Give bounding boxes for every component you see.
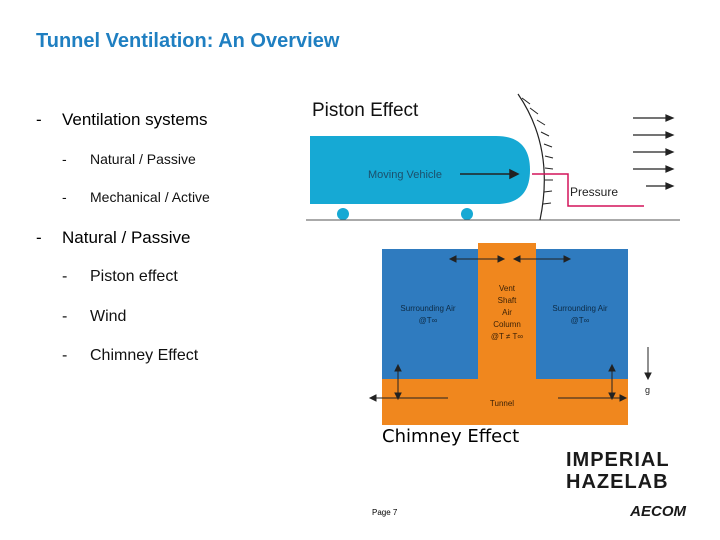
tunnel-label: Tunnel — [490, 399, 514, 408]
airflow-arrows — [633, 114, 675, 190]
shaft-label-shaft: Shaft — [498, 296, 517, 305]
pressure-front-curve — [517, 93, 545, 221]
bullet-label: Wind — [90, 308, 127, 325]
chimney-effect-caption: Chimney Effect — [382, 426, 520, 447]
logo-aecom-text: AECOM — [629, 503, 686, 520]
gravity-label: g — [645, 385, 650, 395]
right-air-temp: @T∞ — [571, 316, 590, 325]
bullet-natural-passive: - Natural / Passive — [36, 228, 191, 248]
piston-effect-caption: Piston Effect — [312, 100, 419, 121]
pressure-profile-line — [532, 173, 644, 207]
sub-bullet-mechanical: - Mechanical / Active — [62, 189, 210, 205]
shaft-label-temp: @T ≠ T∞ — [491, 332, 523, 341]
bullet-dash: - — [62, 268, 68, 285]
right-air-label: Surrounding Air — [552, 304, 607, 313]
vent-shaft — [478, 243, 536, 379]
imperial-hazelab-logo: IMPERIAL HAZELAB AECOM — [562, 444, 690, 520]
bullet-dash: - — [36, 110, 42, 129]
vehicle-wheel-front — [337, 208, 349, 220]
chimney-effect-diagram: Surrounding Air @T∞ Surrounding Air @T∞ … — [368, 243, 652, 425]
vehicle-body — [310, 136, 530, 204]
bullet-dash: - — [62, 189, 67, 205]
tunnel-section — [382, 379, 628, 425]
shaft-label-vent: Vent — [499, 284, 516, 293]
bullet-label: Natural / Passive — [90, 151, 196, 167]
pressure-label: Pressure — [570, 185, 618, 199]
sub-bullet-natural: - Natural / Passive — [62, 151, 196, 167]
left-air-label: Surrounding Air — [400, 304, 455, 313]
bullet-label: Natural / Passive — [62, 228, 191, 247]
sub-bullet-piston: - Piston effect — [62, 268, 178, 286]
dimension-arrows — [368, 255, 652, 402]
vehicle-label: Moving Vehicle — [368, 169, 442, 181]
sub-bullet-chimney: - Chimney Effect — [62, 347, 198, 365]
bullet-label: Mechanical / Active — [90, 189, 210, 205]
bullet-ventilation-systems: - Ventilation systems — [36, 110, 208, 130]
left-air-temp: @T∞ — [419, 316, 438, 325]
pressure-front-ticks — [521, 97, 554, 205]
shaft-label-air: Air — [502, 308, 512, 317]
bullet-label: Ventilation systems — [62, 110, 208, 129]
logo-hazelab-text: HAZELAB — [566, 471, 669, 493]
vehicle-motion-arrow — [460, 168, 520, 180]
bullet-dash: - — [62, 308, 68, 325]
bullet-dash: - — [62, 151, 67, 167]
piston-effect-diagram: Piston Effect Moving Vehicle Pressure — [306, 93, 680, 221]
sub-bullet-wind: - Wind — [62, 308, 126, 326]
bullet-dash: - — [62, 347, 68, 364]
bullet-dash: - — [36, 228, 42, 247]
bullet-label: Chimney Effect — [90, 347, 199, 364]
bullet-label: Piston effect — [90, 268, 178, 285]
logo-imperial-text: IMPERIAL — [566, 449, 670, 471]
page-number: Page 7 — [372, 508, 398, 517]
slide-title: Tunnel Ventilation: An Overview — [36, 30, 340, 52]
vehicle-wheel-rear — [461, 208, 473, 220]
shaft-label-column: Column — [493, 320, 521, 329]
